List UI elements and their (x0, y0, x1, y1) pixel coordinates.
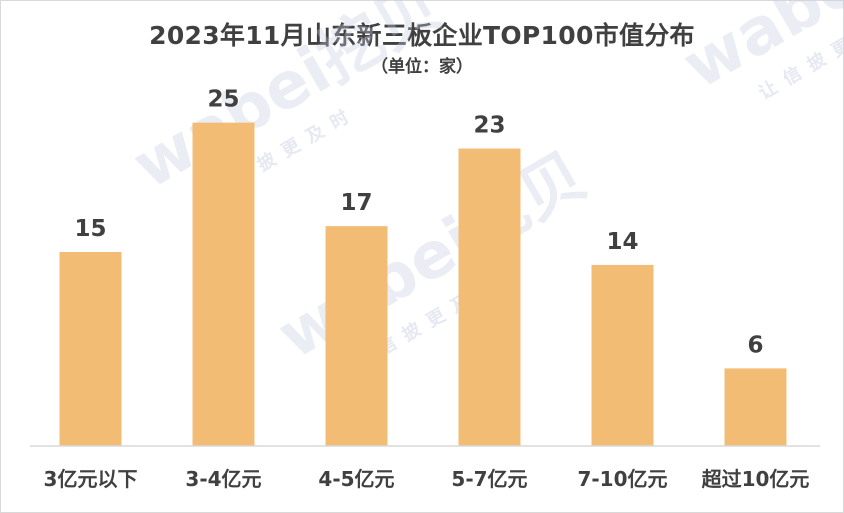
bar-3 (458, 148, 521, 447)
bar-series: 15 25 17 23 14 6 (59, 87, 787, 447)
bar-0 (59, 252, 122, 446)
x-axis-tick-labels: 3亿元以下 3-4亿元 4-5亿元 5-7亿元 7-10亿元 超过10亿元 (44, 467, 810, 491)
watermark-1: wabei挖贝 让信披更及时 (121, 0, 454, 204)
x-tick-label-0: 3亿元以下 (44, 467, 138, 491)
bar-2 (325, 226, 388, 446)
bar-5 (724, 368, 787, 446)
watermark-brand: wabei挖贝 (266, 139, 599, 374)
x-tick-label-5: 超过10亿元 (701, 467, 810, 491)
watermark-brand: wabei挖贝 (121, 0, 454, 204)
watermark-3: wabei挖贝 让信披更及时 (671, 0, 844, 104)
data-label-0: 15 (74, 216, 106, 242)
data-label-3: 23 (473, 113, 505, 139)
x-tick-label-4: 7-10亿元 (577, 467, 667, 491)
bar-4 (591, 264, 654, 446)
x-tick-label-3: 5-7亿元 (451, 467, 527, 491)
x-tick-label-1: 3-4亿元 (185, 467, 261, 491)
data-label-2: 17 (340, 190, 372, 216)
data-label-4: 14 (606, 229, 638, 255)
chart-subtitle: （单位：家） (371, 57, 473, 77)
chart-title: 2023年11月山东新三板企业TOP100市值分布 (149, 21, 695, 50)
data-label-1: 25 (207, 87, 239, 113)
bar-1 (192, 122, 255, 447)
data-label-5: 6 (747, 332, 763, 358)
watermark-2: wabei挖贝 让信披更及时 (266, 139, 599, 374)
x-tick-label-2: 4-5亿元 (318, 467, 394, 491)
